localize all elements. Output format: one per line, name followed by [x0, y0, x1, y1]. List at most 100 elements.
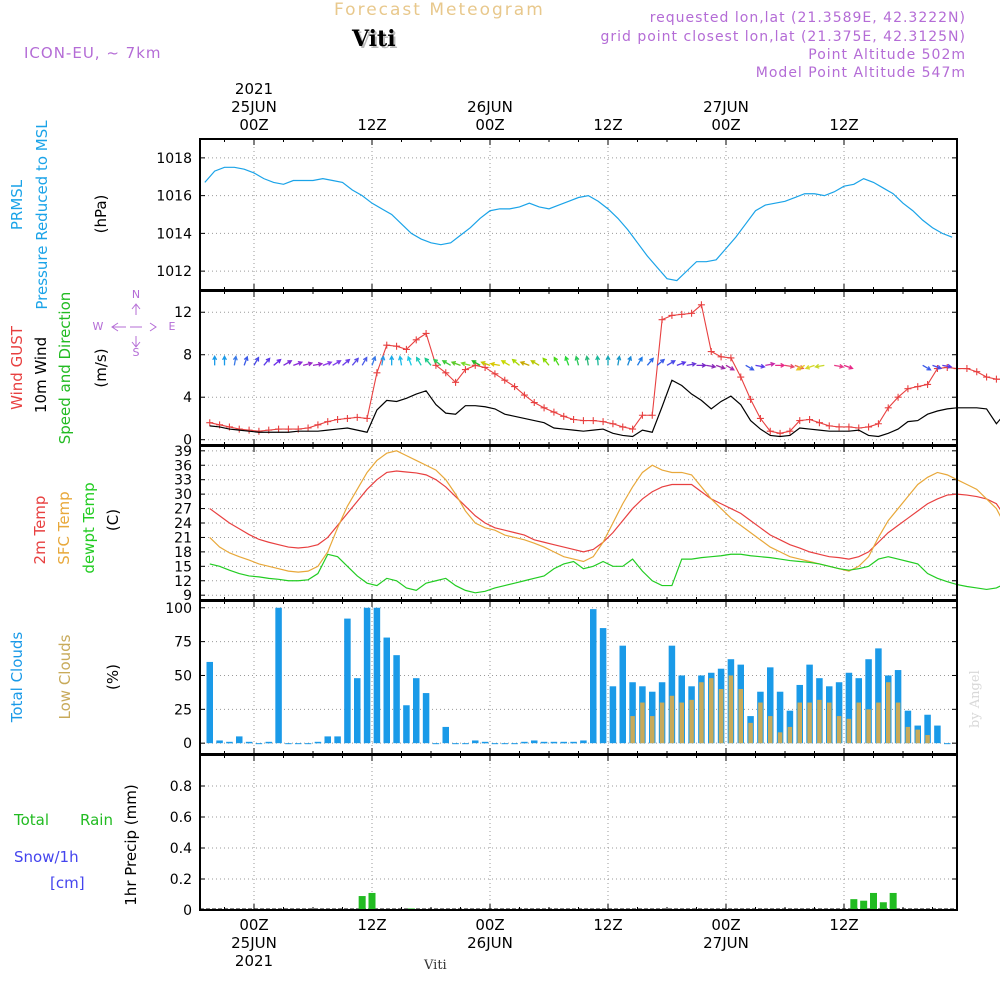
compass-rose-icon — [111, 303, 157, 348]
gust-marker — [235, 425, 243, 433]
wind-direction-arrow — [371, 355, 377, 366]
gust-marker — [481, 363, 489, 371]
top-time-label: 12Z — [357, 116, 386, 134]
total-cloud-bar — [924, 714, 931, 744]
compass-s: S — [133, 346, 140, 359]
gust-marker — [452, 378, 460, 386]
gust-marker — [599, 418, 607, 426]
wind-direction-arrow — [283, 360, 293, 366]
wind-direction-arrow — [253, 356, 260, 366]
station-name: Viti — [352, 26, 396, 52]
wind-direction-arrow — [775, 362, 786, 368]
gust-marker — [353, 413, 361, 421]
gust-marker — [570, 416, 578, 424]
low-cloud-bar — [915, 729, 920, 744]
gust-marker — [727, 354, 735, 362]
bottom-time-label: 25JUN — [231, 934, 277, 952]
wind-direction-arrow — [361, 356, 368, 366]
wind-direction-arrow — [616, 355, 622, 366]
wind-direction-arrow — [519, 361, 530, 366]
total-cloud-bar — [314, 741, 322, 744]
total-cloud-bar — [383, 637, 390, 744]
low-cloud-bar — [797, 702, 802, 744]
wind-direction-arrow — [676, 361, 687, 366]
gust-marker — [806, 416, 814, 424]
precip-bar — [889, 892, 897, 910]
bottom-time-label: 00Z — [711, 916, 740, 934]
top-time-label: 2021 — [235, 80, 273, 98]
precip-ytick-label: 0.2 — [170, 872, 192, 888]
gust-marker — [629, 425, 637, 433]
pressure-label-1: PRMSL — [8, 179, 26, 230]
wind-ytick-label: 0 — [183, 433, 192, 449]
low-cloud-bar — [827, 702, 832, 744]
gust-marker — [422, 329, 430, 337]
wind-direction-arrow — [489, 361, 500, 367]
gust-marker — [491, 370, 499, 378]
low-cloud-bar — [630, 716, 635, 744]
wind-label-direction: Speed and Direction — [56, 292, 74, 445]
wind-direction-arrow — [351, 357, 359, 366]
total-cloud-bar — [354, 678, 361, 744]
low-cloud-bar — [659, 702, 665, 744]
bottom-time-label: 12Z — [593, 916, 622, 934]
precip-panel-frame — [199, 754, 958, 911]
point-altitude: Point Altitude 502m — [808, 47, 966, 63]
gust-marker — [825, 422, 833, 430]
clouds-ytick-label: 50 — [174, 668, 192, 684]
temp-unit: (C) — [104, 509, 122, 531]
total-cloud-bar — [373, 607, 381, 744]
wind-direction-arrow — [605, 354, 611, 366]
wind-direction-arrow — [814, 363, 825, 369]
wind-direction-arrow — [784, 363, 796, 369]
total-cloud-bar — [904, 710, 912, 744]
pressure-ytick-label: 1018 — [156, 151, 192, 167]
total-cloud-bar — [432, 743, 440, 745]
wind-direction-arrow — [398, 355, 403, 366]
total-cloud-bar — [619, 645, 626, 744]
total-cloud-bar — [580, 740, 587, 744]
clouds-ytick-label: 0 — [183, 736, 192, 752]
wind-panel-frame — [199, 290, 958, 446]
precip-bar — [870, 892, 877, 910]
gust-marker — [609, 420, 617, 428]
compass-n: N — [132, 288, 140, 301]
wind-direction-arrow — [511, 358, 520, 366]
total-cloud-bar — [295, 743, 302, 745]
wind-direction-arrow — [530, 360, 540, 366]
temp-ytick-label: 18 — [174, 545, 192, 561]
gust-marker — [255, 427, 263, 435]
precip-ytick-label: 0.8 — [170, 779, 192, 795]
compass-e: E — [169, 320, 176, 333]
low-cloud-bar — [640, 702, 645, 744]
wind-direction-arrow — [407, 355, 412, 366]
total-cloud-bar — [501, 743, 508, 745]
total-cloud-bar — [236, 736, 243, 744]
temp-ytick-label: 30 — [174, 487, 192, 503]
gust-marker — [343, 414, 351, 422]
clouds-ytick-label: 75 — [174, 635, 192, 651]
gust-marker — [697, 301, 705, 309]
wind-direction-arrow — [595, 355, 601, 366]
gust-marker — [373, 369, 381, 377]
precip-bar — [368, 892, 376, 910]
sfc-temp-line — [209, 450, 1000, 573]
footer-station: Viti — [424, 958, 447, 973]
wind-direction-arrow — [646, 357, 654, 366]
cloud-unit: (%) — [104, 664, 122, 690]
gust-marker — [658, 316, 666, 324]
gust-marker — [914, 383, 922, 391]
precip-ytick-label: 0.6 — [170, 810, 192, 826]
top-time-label: 27JUN — [703, 98, 749, 116]
total-cloud-bar — [767, 667, 774, 744]
gust-marker — [442, 369, 450, 377]
total-cloud-bar — [226, 741, 233, 744]
total-cloud-bar — [629, 682, 636, 744]
wind-direction-arrow — [243, 355, 249, 366]
low-cloud-bar — [689, 699, 694, 744]
wind-direction-arrow — [715, 364, 726, 370]
wind-direction-arrow — [500, 360, 510, 366]
precip-ytick-label: 0 — [183, 903, 192, 919]
gust-marker — [324, 418, 332, 426]
